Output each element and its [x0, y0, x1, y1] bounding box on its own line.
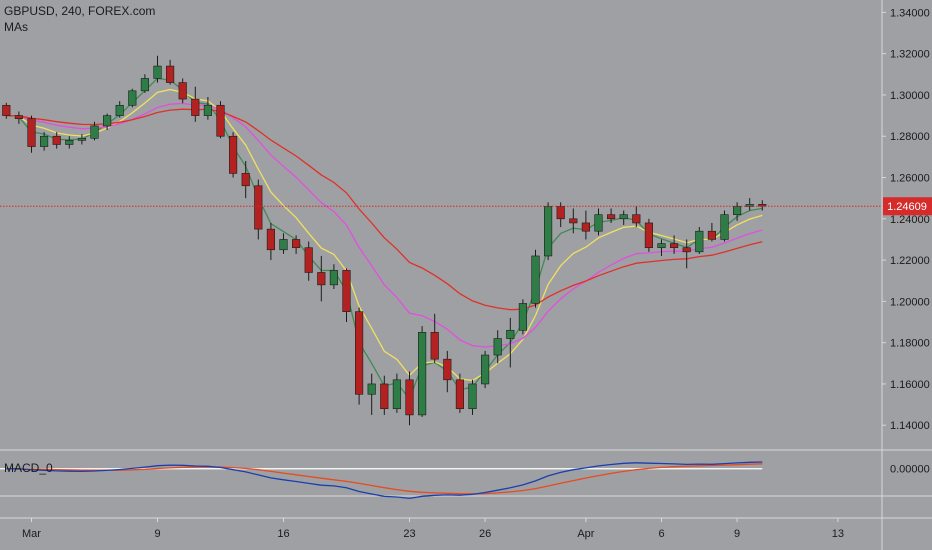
candle-body: [619, 214, 628, 220]
candle-body: [203, 104, 212, 116]
price-tick-label: 1.20000: [890, 296, 930, 308]
candle-body: [77, 138, 86, 141]
indicator-label[interactable]: MAs: [4, 20, 28, 34]
candles: [2, 55, 767, 426]
candle-body: [493, 338, 502, 356]
candle-body: [418, 332, 427, 416]
candle-body: [329, 270, 338, 286]
candle-body: [430, 332, 439, 360]
current-price-line: 1.24609: [0, 197, 932, 216]
time-tick-label: 16: [277, 528, 289, 540]
macd-axis: 0.00000: [890, 464, 930, 476]
candle-body: [128, 90, 137, 106]
price-axis[interactable]: 1.34000 1.32000 1.30000 1.28000 1.26000 1.240…: [882, 7, 930, 432]
candle-body: [481, 354, 490, 385]
candle-body: [229, 135, 238, 174]
macd-line: [6, 461, 763, 500]
price-tick-label: 1.14000: [890, 420, 930, 432]
time-axis[interactable]: Mar 9 16 23 26 Apr 6 9 13: [22, 518, 844, 540]
candle-body: [292, 239, 301, 249]
time-tick-label: 26: [479, 528, 491, 540]
candle-body: [52, 135, 61, 145]
candle-body: [556, 206, 565, 220]
candle-body: [657, 243, 666, 249]
candle-body: [506, 329, 515, 339]
candle-body: [65, 140, 74, 145]
time-tick-label: 13: [832, 528, 844, 540]
candle-body: [317, 272, 326, 286]
candle-body: [518, 303, 527, 331]
candle-body: [115, 104, 124, 116]
price-tick-label: 1.24000: [890, 214, 930, 226]
candle-body: [355, 311, 364, 395]
candle-body: [178, 82, 187, 100]
price-tick-label: 1.34000: [890, 7, 930, 19]
time-tick-label: 23: [403, 528, 415, 540]
price-tick-label: 1.16000: [890, 379, 930, 391]
macd-label[interactable]: MACD_0: [4, 461, 53, 475]
candle-body: [745, 204, 754, 207]
candle-body: [720, 214, 729, 240]
candle-body: [90, 125, 99, 139]
candle-body: [733, 206, 742, 215]
candle-body: [594, 214, 603, 232]
current-price-tag: [883, 197, 932, 216]
symbol-title[interactable]: GBPUSD, 240, FOREX.com: [4, 4, 156, 18]
candle-body: [166, 65, 175, 83]
candle-body: [304, 247, 313, 273]
moving-average-line-4: [6, 108, 763, 311]
candle-body: [14, 115, 23, 119]
candle-body: [153, 65, 162, 79]
candle-body: [644, 222, 653, 249]
time-tick-label: Mar: [22, 528, 41, 540]
candle-body: [569, 218, 578, 224]
candle-body: [405, 379, 414, 416]
candle-body: [581, 222, 590, 232]
candle-body: [670, 243, 679, 249]
candle-body: [27, 118, 36, 147]
candle-body: [707, 230, 716, 240]
candle-body: [392, 379, 401, 410]
candle-body: [216, 104, 225, 137]
candle-body: [279, 239, 288, 251]
candle-body: [342, 270, 351, 312]
macd-tick-label: 0.00000: [890, 464, 930, 476]
candle-body: [40, 135, 49, 147]
price-tick-label: 1.22000: [890, 255, 930, 267]
macd-signal-line: [6, 463, 763, 495]
price-tick-label: 1.26000: [890, 173, 930, 185]
time-tick-label: 6: [658, 528, 664, 540]
candle-body: [241, 173, 250, 187]
candle-body: [380, 383, 389, 410]
time-tick-label: 9: [734, 528, 740, 540]
candle-body: [443, 358, 452, 381]
candle-body: [455, 379, 464, 410]
candle-body: [682, 247, 691, 253]
current-price-label: 1.24609: [887, 201, 927, 213]
price-tick-label: 1.30000: [890, 90, 930, 102]
candle-body: [254, 185, 263, 230]
candle-body: [468, 383, 477, 410]
price-tick-label: 1.18000: [890, 338, 930, 350]
candle-body: [544, 206, 553, 257]
candle-body: [266, 228, 275, 251]
candle-body: [607, 214, 616, 220]
price-tick-label: 1.28000: [890, 131, 930, 143]
candle-body: [632, 214, 641, 224]
macd-pane[interactable]: [0, 461, 763, 500]
time-tick-label: Apr: [577, 528, 594, 540]
candle-body: [695, 230, 704, 253]
candle-body: [103, 115, 112, 127]
price-pane[interactable]: [0, 0, 882, 450]
time-tick-label: 9: [154, 528, 160, 540]
candle-body: [191, 98, 200, 116]
candle-body: [2, 104, 11, 116]
price-tick-label: 1.32000: [890, 49, 930, 61]
candle-body: [531, 255, 540, 304]
candle-body: [140, 78, 149, 92]
candle-body: [367, 383, 376, 395]
